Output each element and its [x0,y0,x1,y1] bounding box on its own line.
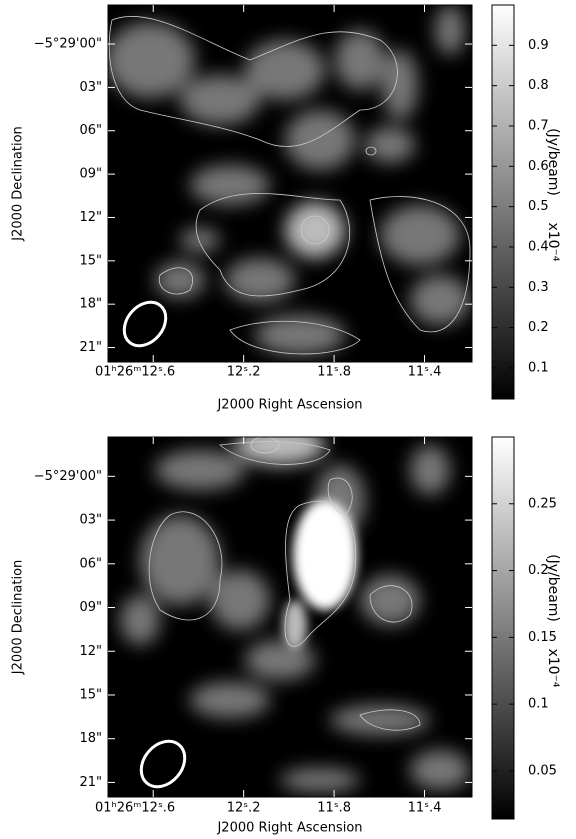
y-axis-label: J2000 Declination [11,560,26,676]
colorbar-tick-label: 0.2 [528,320,549,335]
y-tick-label: 21" [79,775,102,790]
colorbar-tick-label: 0.2 [528,563,549,578]
y-tick-label: 15" [79,687,102,702]
x-tick-label: 01ʰ26ᵐ12ˢ.6 [95,365,175,380]
plot-frame [107,4,473,363]
colorbar [491,4,515,400]
x-tick-label: 11ˢ.4 [408,365,442,380]
colorbar-label: (Jy/beam) [545,128,561,196]
plot-frame [107,436,473,798]
colorbar-tick-label: 0.05 [528,763,557,778]
y-tick-label: 12" [79,644,102,659]
map-image [108,437,472,797]
colorbar-tick-label: 0.6 [528,159,549,174]
y-tick-label: 12" [79,210,102,225]
colorbar-label: (Jy/beam) [545,554,561,622]
y-axis-label: J2000 Declination [11,126,26,242]
colorbar [491,436,515,820]
y-tick-label: 03" [79,513,102,528]
y-tick-label: 21" [79,340,102,355]
x-tick-label: 11ˢ.4 [408,801,442,816]
x-tick-label: 11ˢ.8 [317,801,351,816]
y-tick-label: 18" [79,297,102,312]
y-tick-label: 03" [79,80,102,95]
colorbar-tick-label: 0.7 [528,118,549,133]
y-tick-label: −5°29'00" [34,469,102,484]
colorbar-scale: x10⁻⁴ [545,222,561,261]
y-tick-label: 09" [79,167,102,182]
y-tick-label: −5°29'00" [34,37,102,52]
x-tick-label: 01ʰ26ᵐ12ˢ.6 [95,801,175,816]
colorbar-tick-label: 0.9 [528,38,549,53]
x-tick-label: 12ˢ.2 [227,365,261,380]
colorbar-tick-label: 0.15 [528,630,557,645]
y-tick-label: 18" [79,731,102,746]
y-tick-label: 06" [79,123,102,138]
y-tick-label: 15" [79,253,102,268]
colorbar-scale: x10⁻⁴ [545,648,561,687]
x-axis-label: J2000 Right Ascension [216,398,362,413]
colorbar-tick-label: 0.1 [528,360,549,375]
colorbar-tick-label: 0.8 [528,78,549,93]
y-tick-label: 06" [79,556,102,571]
colorbar-tick-label: 0.3 [528,280,549,295]
colorbar-tick-label: 0.25 [528,496,557,511]
x-tick-label: 11ˢ.8 [317,365,351,380]
map-image [108,5,472,362]
y-tick-label: 09" [79,600,102,615]
colorbar-tick-label: 0.1 [528,697,549,712]
colorbar-tick-label: 0.5 [528,199,549,214]
x-tick-label: 12ˢ.2 [227,801,261,816]
x-axis-label: J2000 Right Ascension [216,821,362,836]
colorbar-tick-label: 0.4 [528,239,549,254]
